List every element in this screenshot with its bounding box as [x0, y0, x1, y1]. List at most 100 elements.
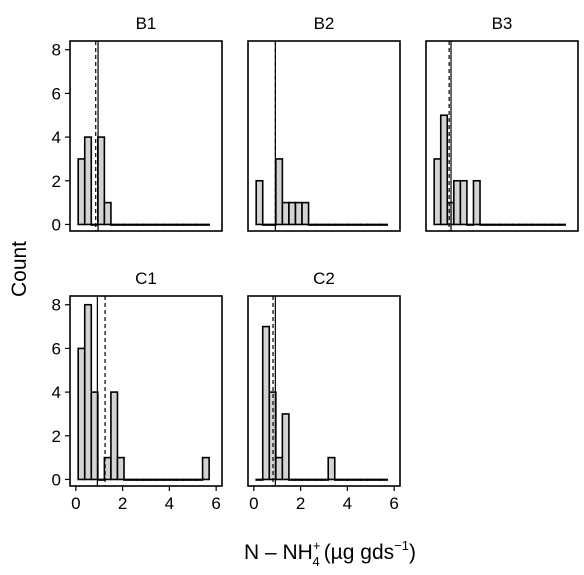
panel-b1: B1 0 2 4 6 8	[52, 14, 223, 234]
histogram-bar	[373, 478, 382, 481]
histogram-bar	[353, 478, 362, 481]
histogram-bar	[90, 223, 99, 226]
histogram-bar	[557, 223, 566, 226]
panel-frame	[247, 40, 401, 232]
y-tick-label: 4	[52, 383, 61, 402]
panel-frame	[69, 295, 223, 487]
histogram-bar	[366, 223, 375, 226]
histogram-bar	[347, 478, 356, 481]
histogram-bar	[129, 478, 138, 481]
histogram-bar	[275, 456, 284, 481]
histogram-bar	[294, 478, 303, 481]
y-tick-label: 2	[52, 172, 61, 191]
histogram-bar	[261, 223, 271, 226]
histogram-bar	[103, 201, 112, 226]
x-axis-title-main: N – NH	[244, 541, 313, 564]
x-tick-label: 6	[211, 494, 220, 513]
histogram-bar	[301, 201, 310, 226]
y-axis-title: Count	[8, 241, 31, 297]
histogram-bar	[116, 456, 125, 481]
histogram-bar	[281, 413, 290, 481]
histogram-bar	[169, 478, 178, 481]
histogram-bar	[149, 478, 158, 481]
histogram-bar	[77, 347, 86, 481]
histogram-bar	[142, 478, 152, 481]
histogram-bar	[97, 478, 106, 481]
panel-c1: C1 0 2 4 6 8 0 2 4 6	[52, 269, 223, 513]
histogram-bar	[320, 478, 330, 481]
histogram-bar	[116, 223, 125, 226]
panel-b3: B3	[425, 14, 579, 232]
histogram-bar	[201, 223, 210, 226]
histogram-bar	[136, 223, 145, 226]
histogram-bar	[453, 179, 462, 226]
y-tick-label: 0	[52, 470, 61, 489]
panel-title: B1	[136, 14, 157, 33]
x-tick-label: 2	[296, 494, 305, 513]
histogram-bar	[110, 391, 119, 481]
y-tick-label: 8	[52, 41, 61, 60]
x-tick-label: 0	[71, 494, 80, 513]
histogram-bar	[307, 223, 316, 226]
histogram-bar	[518, 223, 527, 226]
histogram-bar	[294, 201, 303, 226]
histogram-bar	[333, 478, 343, 481]
histogram-bar	[123, 478, 132, 481]
histogram-bar	[175, 223, 184, 226]
panel-frame	[69, 40, 223, 232]
histogram-bar	[110, 223, 119, 226]
x-axis-title-units-close: )	[409, 541, 416, 564]
histogram-bar	[459, 179, 468, 226]
histogram-bar	[433, 158, 442, 226]
panels-layer: B1 0 2 4 6 8 B2 B3 C1 0 2 4 6 8 0 2 4 6 C2 0 2 4 6	[52, 14, 579, 513]
histogram-bar	[281, 201, 290, 226]
histogram-bar	[201, 456, 210, 481]
histogram-bar	[360, 223, 369, 226]
y-tick-label: 2	[52, 427, 61, 446]
histogram-bar	[466, 223, 475, 226]
histogram-bar	[97, 136, 106, 226]
histogram-bar	[498, 223, 508, 226]
x-axis-title-units: (µg gds	[324, 541, 394, 564]
histogram-bar	[333, 223, 343, 226]
x-tick-label: 4	[343, 494, 352, 513]
histogram-bar	[353, 223, 362, 226]
histogram-bar	[255, 179, 264, 226]
y-tick-label: 8	[52, 296, 61, 315]
histogram-bar	[551, 223, 560, 226]
panel-title: C1	[135, 269, 157, 288]
panel-b2: B2	[247, 14, 401, 232]
panel-title: B2	[314, 14, 335, 33]
x-axis-title-units-superscript: −1	[394, 538, 409, 553]
x-tick-label: 2	[118, 494, 127, 513]
histogram-bar	[288, 201, 297, 226]
histogram-bar	[314, 223, 323, 226]
histogram-bar	[379, 478, 388, 481]
y-tick-label: 6	[52, 339, 61, 358]
histogram-bar	[485, 223, 494, 226]
x-axis-title-superscript: +	[313, 538, 321, 553]
panel-title: B3	[492, 14, 513, 33]
panel-frame	[425, 40, 579, 232]
histogram-bar	[288, 478, 297, 481]
histogram-bar	[472, 179, 481, 226]
histogram-bar	[169, 223, 178, 226]
y-tick-label: 0	[52, 215, 61, 234]
histogram-bar	[360, 478, 369, 481]
histogram-bar	[77, 158, 86, 226]
histogram-bar	[155, 478, 165, 481]
panel-title: C2	[313, 269, 335, 288]
histogram-bar	[83, 136, 93, 226]
histogram-bar	[327, 223, 336, 226]
histogram-bar	[340, 223, 349, 226]
histogram-bar	[314, 478, 323, 481]
histogram-bar	[136, 478, 145, 481]
histogram-bar	[538, 223, 547, 226]
x-tick-label: 0	[249, 494, 258, 513]
histogram-bar	[373, 223, 382, 226]
histogram-bar	[366, 478, 375, 481]
panel-c2: C2 0 2 4 6	[247, 269, 401, 513]
histogram-bar	[505, 223, 514, 226]
panel-frame	[247, 295, 401, 487]
